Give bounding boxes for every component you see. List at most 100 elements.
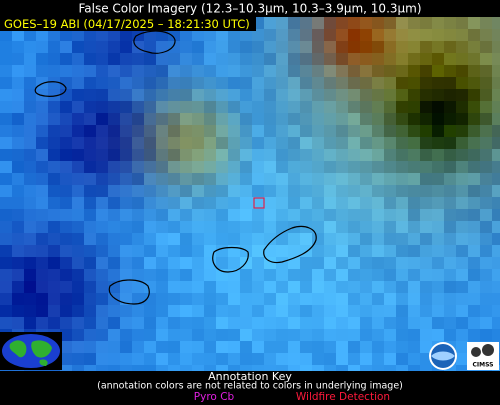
pixel-tile (228, 137, 240, 149)
pixel-tile (12, 77, 24, 89)
pixel-tile (276, 173, 288, 185)
pixel-tile (456, 77, 468, 89)
pixel-tile (324, 173, 336, 185)
pixel-tile (180, 65, 192, 77)
pixel-tile (396, 353, 408, 365)
pixel-tile (108, 269, 120, 281)
pixel-tile (420, 269, 432, 281)
pixel-tile (468, 173, 480, 185)
pixel-tile (12, 233, 24, 245)
pixel-tile (300, 65, 312, 77)
pixel-tile (276, 77, 288, 89)
pixel-tile (492, 185, 500, 197)
pixel-tile (492, 41, 500, 53)
pixel-tile (192, 137, 204, 149)
pixel-tile (84, 365, 96, 371)
pixel-tile (300, 209, 312, 221)
pixel-tile (60, 365, 72, 371)
pixel-tile (156, 293, 168, 305)
pixel-tile (252, 29, 264, 41)
pixel-tile (456, 53, 468, 65)
pixel-tile (72, 125, 84, 137)
pixel-tile (204, 173, 216, 185)
pixel-tile (168, 233, 180, 245)
pixel-tile (288, 113, 300, 125)
pixel-tile (96, 257, 108, 269)
pixel-tile (408, 29, 420, 41)
pixel-tile (36, 197, 48, 209)
pixel-tile (240, 341, 252, 353)
pixel-tile (492, 209, 500, 221)
pixel-tile (276, 317, 288, 329)
pixel-tile (312, 365, 324, 371)
pixel-tile (480, 197, 492, 209)
pixel-tile (252, 317, 264, 329)
pixel-tile (468, 77, 480, 89)
pixel-tile (396, 137, 408, 149)
pixel-tile (396, 125, 408, 137)
pixel-tile (408, 329, 420, 341)
pixel-tile (444, 245, 456, 257)
pixel-tile (336, 233, 348, 245)
pixel-tile (72, 257, 84, 269)
pixel-tile (324, 305, 336, 317)
pixel-tile (420, 317, 432, 329)
pixel-tile (348, 233, 360, 245)
pixel-tile (312, 245, 324, 257)
pixel-tile (264, 29, 276, 41)
pixel-tile (492, 77, 500, 89)
pixel-tile (120, 233, 132, 245)
pixel-tile (120, 29, 132, 41)
pixel-tile (312, 17, 324, 29)
pixel-tile (144, 77, 156, 89)
pixel-tile (192, 113, 204, 125)
pixel-tile (312, 101, 324, 113)
pixel-tile (252, 41, 264, 53)
pixel-tile (348, 101, 360, 113)
pixel-tile (228, 305, 240, 317)
pixel-tile (288, 293, 300, 305)
pixel-tile (192, 221, 204, 233)
pixel-tile (480, 329, 492, 341)
pixel-tile (24, 89, 36, 101)
pixel-tile (456, 125, 468, 137)
pixel-tile (216, 353, 228, 365)
pixel-tile (12, 89, 24, 101)
pixel-tile (72, 89, 84, 101)
pixel-tile (252, 353, 264, 365)
pixel-tile (240, 149, 252, 161)
pixel-tile (468, 329, 480, 341)
pixel-tile (432, 65, 444, 77)
pixel-tile (132, 77, 144, 89)
pixel-tile (60, 233, 72, 245)
pixel-tile (24, 257, 36, 269)
pixel-tile (180, 53, 192, 65)
pixel-tile (456, 305, 468, 317)
pixel-tile (372, 269, 384, 281)
pixel-tile (240, 41, 252, 53)
pixel-tile (420, 257, 432, 269)
pixel-tile (420, 29, 432, 41)
pixel-tile (216, 185, 228, 197)
pixel-tile (168, 365, 180, 371)
pixel-tile (372, 41, 384, 53)
pixel-tile (252, 329, 264, 341)
pixel-tile (300, 17, 312, 29)
pixel-tile (408, 137, 420, 149)
pixel-tile (192, 341, 204, 353)
pixel-tile (96, 41, 108, 53)
noaa-logo (429, 342, 457, 370)
pixel-tile (72, 149, 84, 161)
pixel-tile (468, 17, 480, 29)
pixel-tile (216, 305, 228, 317)
title: False Color Imagery (12.3–10.3µm, 10.3–3… (78, 2, 421, 16)
pixel-tile (180, 293, 192, 305)
pixel-tile (60, 197, 72, 209)
pixel-tile (360, 29, 372, 41)
pixel-tile (408, 305, 420, 317)
pixel-tile (132, 197, 144, 209)
pixel-tile (204, 329, 216, 341)
pixel-tile (216, 41, 228, 53)
pixel-tile (468, 89, 480, 101)
pixel-tile (180, 197, 192, 209)
